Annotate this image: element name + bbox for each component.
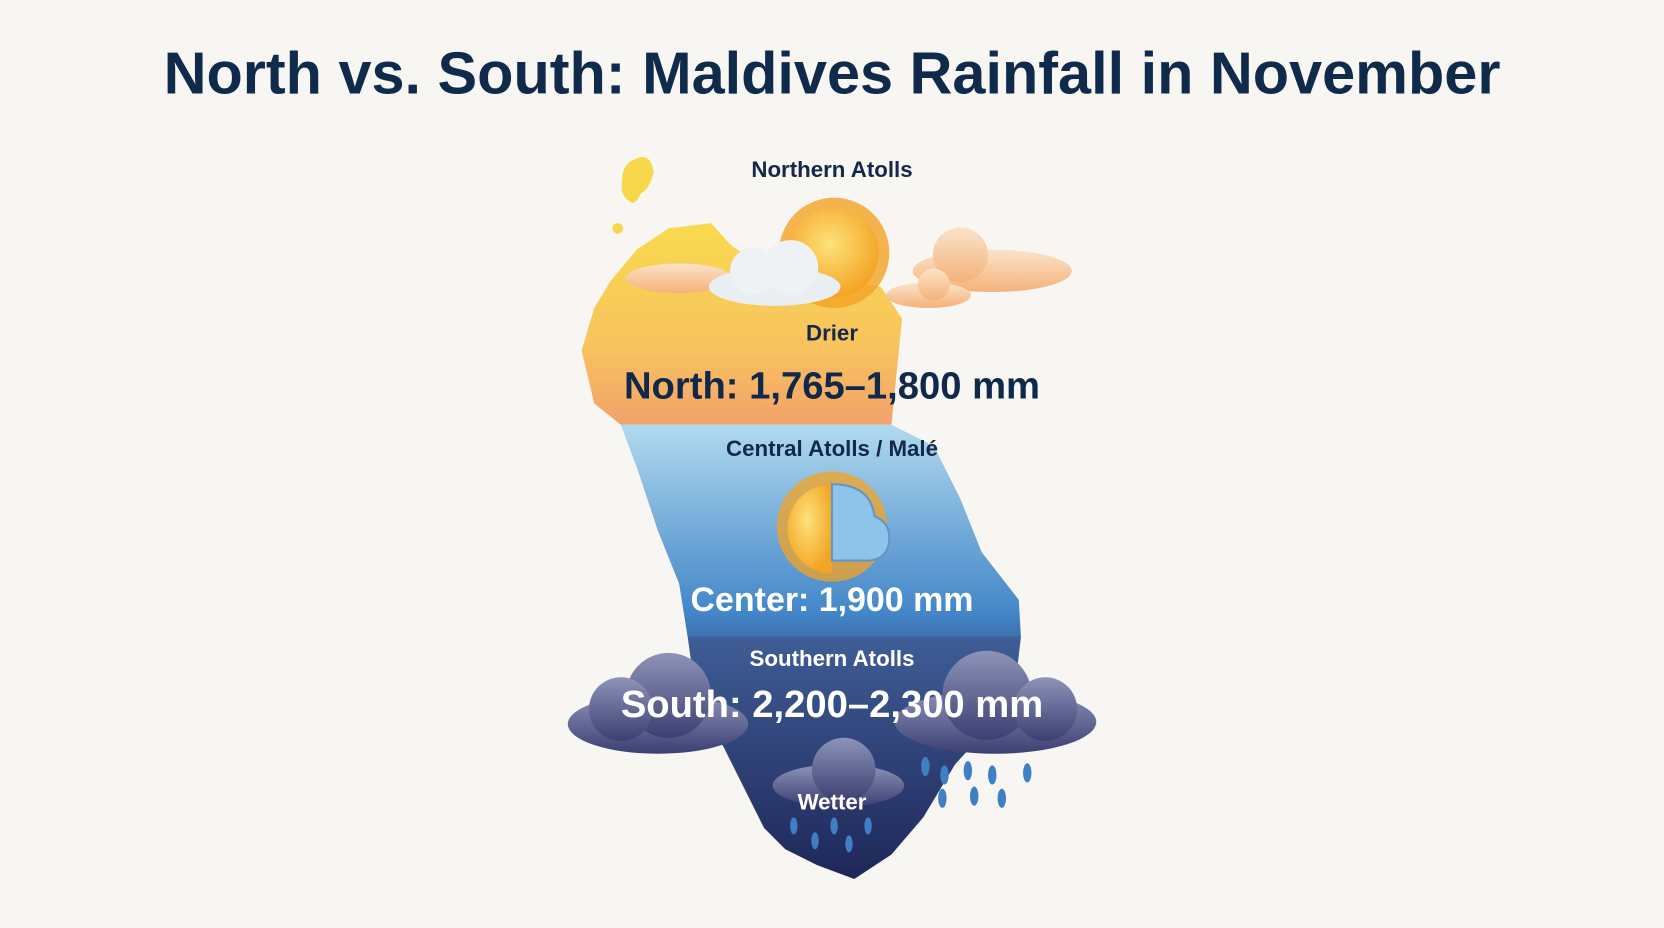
storm-clouds xyxy=(567,650,1097,807)
region-rainfall: Center: 1,900 mm xyxy=(691,581,974,619)
region-name: Northern Atolls xyxy=(751,157,912,182)
region-name: Central Atolls / Malé xyxy=(726,436,938,461)
clouds-north xyxy=(626,227,1072,308)
sun-cloud-central xyxy=(776,471,891,582)
region-descriptor: Wetter xyxy=(798,789,867,814)
region-name: Southern Atolls xyxy=(750,646,915,671)
rain xyxy=(790,756,1032,853)
region-rainfall: South: 2,200–2,300 mm xyxy=(621,683,1043,726)
region-rainfall: North: 1,765–1,800 mm xyxy=(624,365,1040,408)
title: North vs. South: Maldives Rainfall in No… xyxy=(164,39,1501,106)
region-descriptor: Drier xyxy=(806,320,858,345)
